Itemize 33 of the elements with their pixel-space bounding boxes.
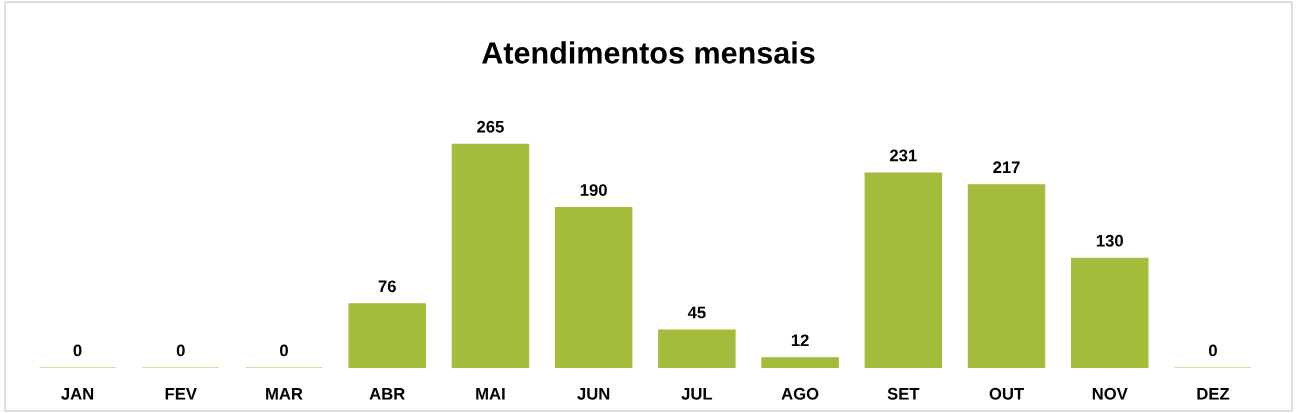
data-label: 265 bbox=[477, 120, 504, 133]
bar bbox=[554, 207, 633, 368]
x-tick-label: FEV bbox=[165, 388, 197, 400]
chart-title: Atendimentos mensais bbox=[482, 41, 815, 64]
x-tick-label: AGO bbox=[781, 387, 819, 400]
data-label: 190 bbox=[580, 184, 607, 196]
x-tick-label: NOV bbox=[1092, 387, 1128, 400]
bar bbox=[658, 329, 736, 368]
bar bbox=[967, 184, 1046, 368]
bar bbox=[451, 143, 530, 368]
bar bbox=[761, 357, 839, 368]
x-tick-label: DEZ bbox=[1197, 388, 1230, 400]
bar bbox=[864, 172, 943, 368]
x-tick-label: MAR bbox=[266, 388, 303, 400]
data-label: 0 bbox=[280, 344, 288, 357]
data-label: 0 bbox=[73, 344, 82, 357]
x-tick-label: JUL bbox=[681, 388, 713, 400]
x-tick-label: MAI bbox=[476, 388, 505, 400]
data-label: 217 bbox=[993, 161, 1020, 173]
data-label: 231 bbox=[889, 149, 917, 162]
x-tick-label: OUT bbox=[989, 387, 1024, 400]
data-label: 0 bbox=[1208, 344, 1217, 357]
data-label: 130 bbox=[1096, 234, 1123, 247]
data-label: 0 bbox=[176, 344, 185, 357]
x-tick-label: JAN bbox=[61, 388, 94, 400]
x-tick-label: ABR bbox=[369, 388, 405, 400]
data-label: 45 bbox=[687, 306, 706, 319]
x-tick-label: SET bbox=[887, 387, 920, 400]
bar bbox=[1070, 257, 1149, 368]
bar bbox=[348, 303, 426, 368]
data-label: 12 bbox=[791, 334, 809, 347]
data-label: 76 bbox=[378, 280, 396, 293]
x-tick-label: JUN bbox=[577, 388, 610, 400]
